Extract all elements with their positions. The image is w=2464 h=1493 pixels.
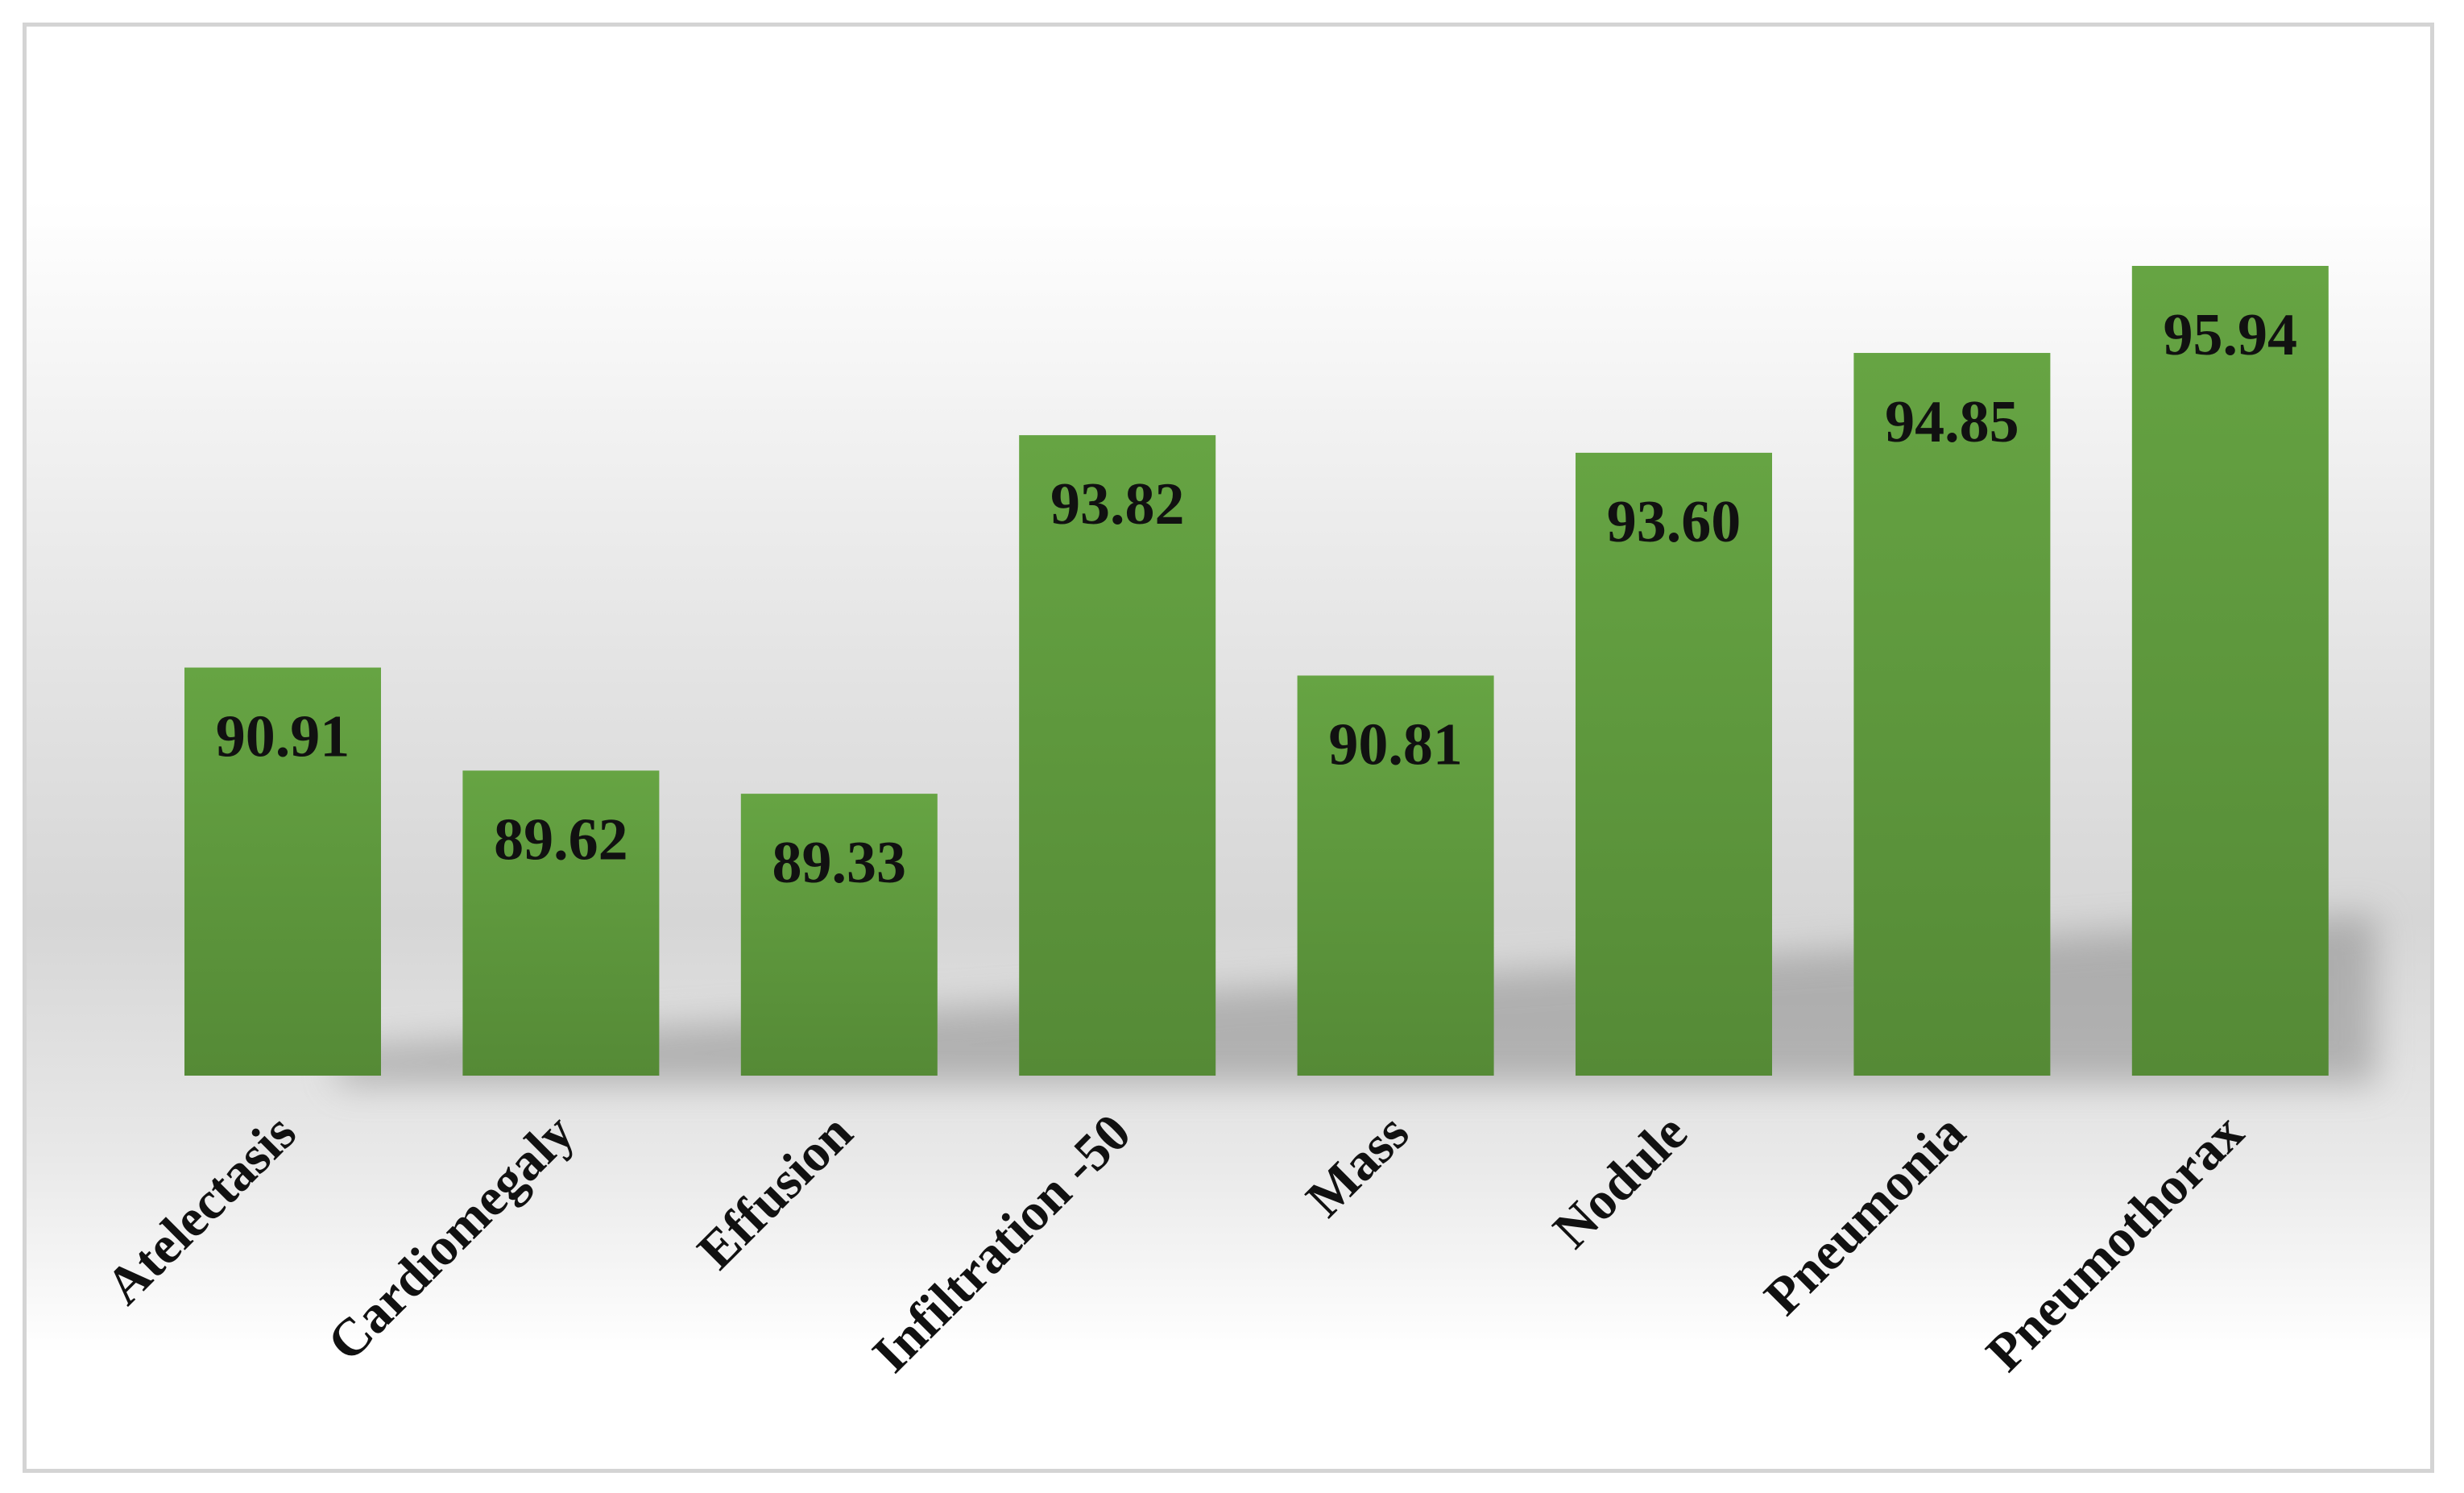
category-label-cardiomegaly: Cardiomegaly — [317, 1103, 586, 1372]
category-label-effusion: Effusion — [686, 1103, 863, 1280]
value-label-effusion: 89.33 — [772, 830, 907, 896]
category-label-mass: Mass — [1295, 1103, 1420, 1228]
bar-infiltration-50 — [1019, 435, 1216, 1076]
bar-effusion — [740, 794, 938, 1076]
bar-nodule — [1576, 452, 1772, 1076]
value-label-mass: 90.81 — [1328, 711, 1463, 778]
value-label-pneumothorax: 95.94 — [2164, 302, 2298, 368]
bar-mass — [1297, 675, 1494, 1076]
value-label-pneumonia: 94.85 — [1885, 389, 2019, 455]
bar-pneumothorax — [2131, 266, 2329, 1076]
category-labels: Atelectasis Cardiomegaly EffusionInfiltrat… — [94, 1103, 2255, 1383]
value-labels: 90.91 89.62 89.33 93.82 90.81 93.60 94.85 95.94 — [216, 302, 2297, 896]
value-label-cardiomegaly: 89.62 — [494, 807, 628, 873]
bars — [184, 266, 2329, 1076]
value-label-infiltration-50: 93.82 — [1050, 471, 1185, 537]
bar-atelectasis — [184, 667, 381, 1076]
value-label-nodule: 93.60 — [1607, 489, 1741, 555]
value-label-atelectasis: 90.91 — [216, 704, 350, 770]
bar-cardiomegaly — [462, 770, 660, 1076]
category-label-pneumonia: Pneumonia — [1754, 1103, 1977, 1326]
category-label-pneumothorax: Pneumothorax — [1975, 1103, 2255, 1383]
category-label-nodule: Nodule — [1542, 1103, 1698, 1259]
bar-pneumonia — [1853, 353, 2051, 1076]
category-label-atelectasis: Atelectasis — [94, 1103, 307, 1316]
category-label-infiltration-50: Infiltration -50 — [861, 1103, 1141, 1383]
